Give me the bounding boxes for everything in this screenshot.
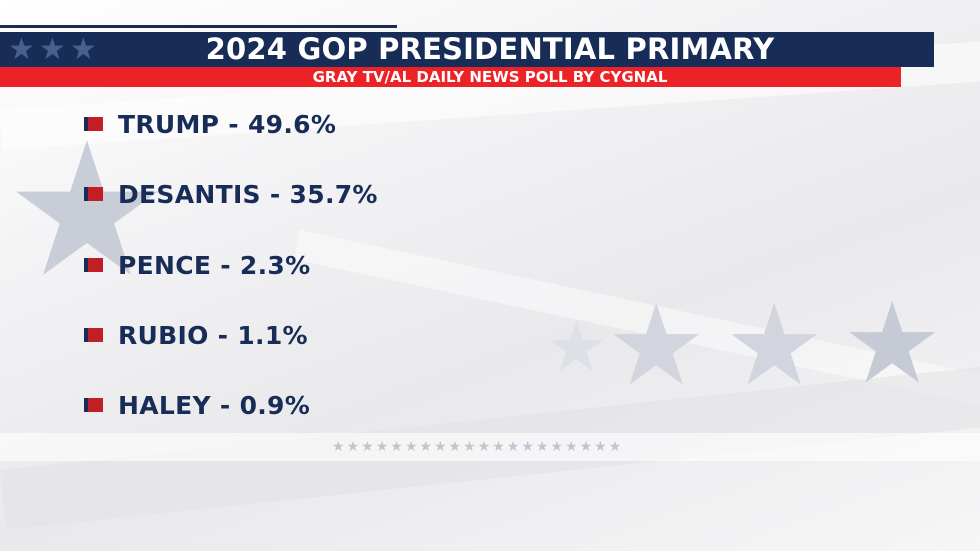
star-icon: ★ — [477, 439, 491, 455]
bullet-icon — [84, 398, 103, 412]
star-icon: ★ — [390, 439, 403, 455]
background-star-icon: ★ — [606, 281, 707, 411]
star-icon: ★ — [608, 439, 622, 455]
star-icon: ★ — [463, 439, 476, 455]
candidate-row: RUBIO - 1.1% — [84, 313, 308, 357]
candidate-row: TRUMP - 49.6% — [84, 102, 336, 146]
star-icon: ★ — [521, 439, 534, 455]
candidate-row: DESANTIS - 35.7% — [84, 172, 378, 216]
star-icon: ★ — [332, 439, 345, 455]
star-icon: ★ — [550, 439, 563, 455]
star-icon: ★ — [535, 439, 549, 455]
star-icon: ★ — [361, 439, 374, 455]
background-star-icon: ★ — [842, 279, 943, 409]
background-star-icon: ★ — [724, 281, 825, 411]
background-star-icon: ★ — [545, 306, 608, 388]
star-icon: ★ — [419, 439, 432, 455]
bottom-band — [0, 433, 980, 461]
star-icon: ★ — [8, 31, 35, 67]
star-icon: ★ — [38, 31, 66, 67]
star-icon: ★ — [594, 439, 607, 455]
star-icon: ★ — [346, 439, 360, 455]
decorative-star-row: ★ ★ ★ ★ ★ ★ ★ ★ ★ ★ ★ ★ ★ ★ ★ ★ ★ ★ ★ ★ — [332, 440, 621, 454]
star-icon: ★ — [448, 439, 462, 455]
bullet-icon — [84, 328, 103, 342]
star-icon: ★ — [579, 439, 593, 455]
bullet-icon — [84, 117, 103, 131]
candidate-result: TRUMP - 49.6% — [118, 109, 337, 139]
star-icon: ★ — [565, 439, 578, 455]
bullet-icon — [84, 187, 103, 201]
star-icon: ★ — [492, 439, 505, 455]
title-bar: ★ ★ ★ — [0, 32, 934, 67]
candidate-result: DESANTIS - 35.7% — [118, 179, 378, 209]
candidate-result: PENCE - 2.3% — [118, 250, 311, 280]
candidate-result: HALEY - 0.9% — [118, 390, 311, 420]
candidate-result: RUBIO - 1.1% — [118, 320, 308, 350]
star-icon: ★ — [69, 31, 97, 67]
candidate-row: HALEY - 0.9% — [84, 383, 310, 427]
star-icon: ★ — [433, 439, 447, 455]
graphic-title: 2024 GOP PRESIDENTIAL PRIMARY — [205, 32, 775, 66]
header-accent-line — [0, 25, 397, 28]
title-stars: ★ ★ ★ — [8, 32, 97, 67]
candidate-row: PENCE - 2.3% — [84, 243, 310, 287]
subtitle-bar — [0, 67, 901, 87]
star-icon: ★ — [404, 439, 418, 455]
bullet-icon — [84, 258, 103, 272]
star-icon: ★ — [375, 439, 389, 455]
graphic-subtitle: GRAY TV/AL DAILY NEWS POLL BY CYGNAL — [312, 68, 668, 86]
star-icon: ★ — [506, 439, 520, 455]
